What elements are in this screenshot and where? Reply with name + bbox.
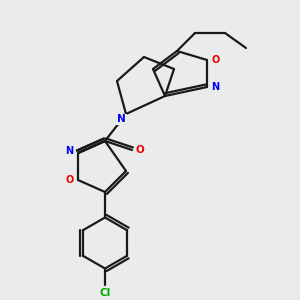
Text: Cl: Cl — [99, 288, 111, 298]
Text: N: N — [211, 82, 220, 92]
Text: N: N — [65, 146, 74, 157]
Text: O: O — [211, 55, 220, 65]
Text: N: N — [117, 114, 126, 124]
Text: O: O — [136, 145, 145, 155]
Text: O: O — [65, 175, 74, 185]
